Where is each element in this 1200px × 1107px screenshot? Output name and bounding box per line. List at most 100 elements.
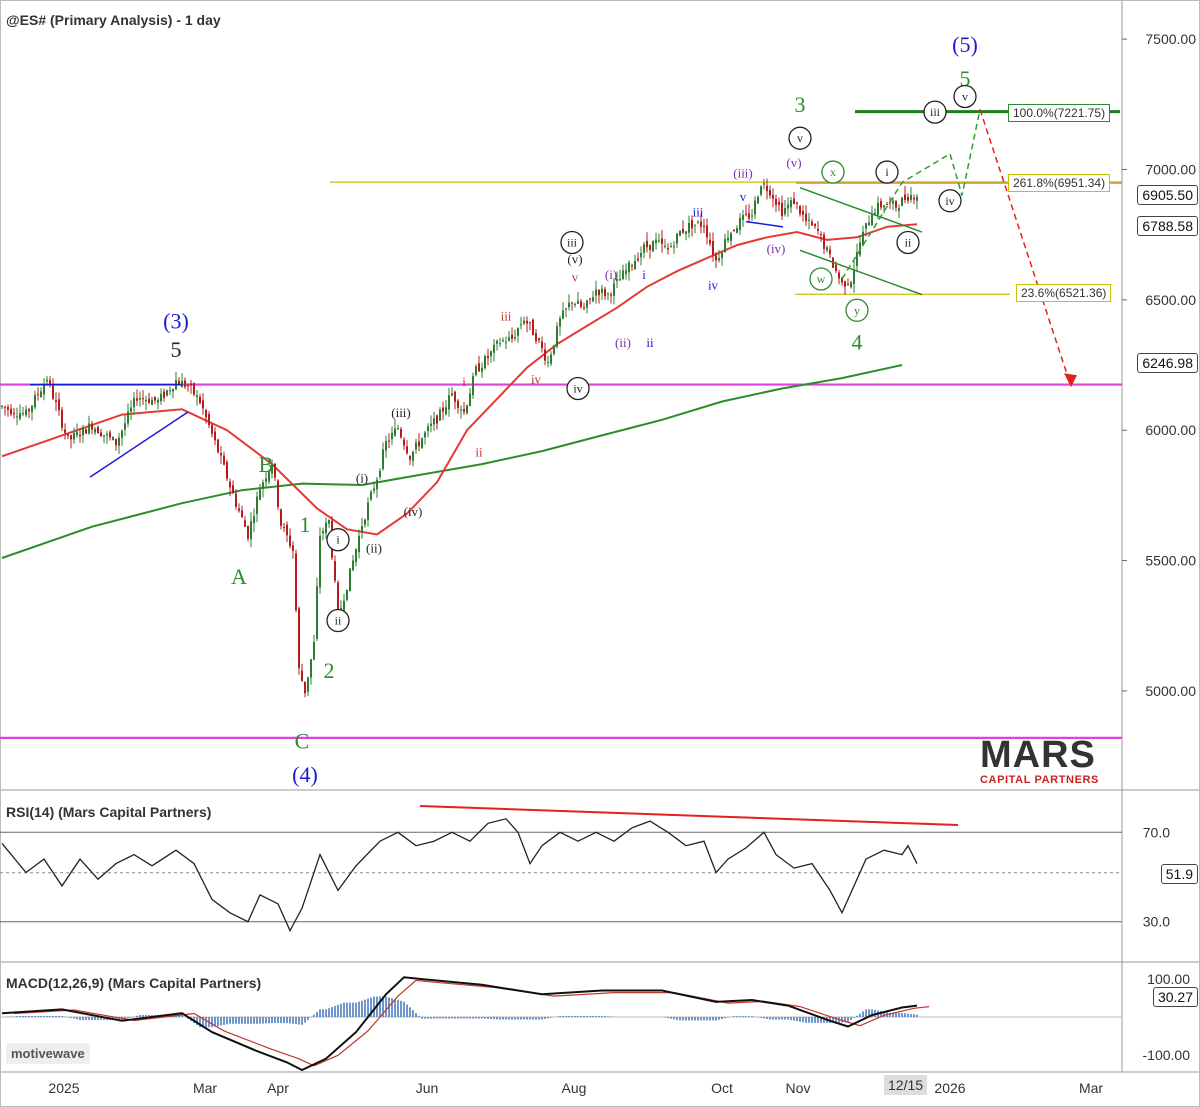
channel-upper <box>799 187 923 233</box>
macd-histogram-bar <box>145 1014 147 1017</box>
candle-body <box>430 423 432 426</box>
wave-label: 2 <box>324 658 335 683</box>
macd-histogram-bar <box>265 1017 267 1024</box>
macd-histogram-bar <box>505 1017 507 1020</box>
candle-body <box>901 197 903 206</box>
candle-body <box>871 214 873 226</box>
candle-body <box>193 383 195 395</box>
candle-body <box>724 239 726 253</box>
candle-body <box>361 526 363 533</box>
macd-histogram-bar <box>751 1016 753 1017</box>
candle-body <box>427 426 429 432</box>
candle-body <box>184 380 186 387</box>
candle-body <box>637 258 639 261</box>
candle-body <box>301 670 303 681</box>
candle-body <box>262 482 264 489</box>
candle-body <box>13 412 15 415</box>
candle-body <box>532 319 534 336</box>
macd-histogram-bar <box>199 1017 201 1028</box>
macd-histogram-bar <box>910 1013 912 1017</box>
macd-histogram-bar <box>853 1017 855 1018</box>
candle-body <box>178 380 180 385</box>
candle-body <box>400 429 402 438</box>
macd-histogram-bar <box>475 1017 477 1019</box>
candle-body <box>829 249 831 255</box>
macd-histogram-bar <box>28 1015 30 1017</box>
wave-label: (iv) <box>767 241 786 256</box>
wave-label: C <box>295 728 310 753</box>
circled-wave-label: w <box>817 272 826 286</box>
macd-histogram-bar <box>733 1016 735 1017</box>
candle-body <box>370 491 372 500</box>
candle-body <box>223 455 225 465</box>
macd-histogram-bar <box>502 1017 504 1020</box>
macd-histogram-bar <box>778 1017 780 1020</box>
macd-histogram-bar <box>325 1009 327 1017</box>
candle-body <box>100 432 102 437</box>
candle-body <box>451 393 453 396</box>
wave-label: (v) <box>786 155 801 170</box>
chart-title: @ES# (Primary Analysis) - 1 day <box>6 12 221 28</box>
candle-body <box>139 398 141 400</box>
macd-histogram-bar <box>493 1017 495 1020</box>
candle-body <box>589 298 591 300</box>
candle-body <box>457 400 459 409</box>
macd-histogram-bar <box>223 1017 225 1025</box>
macd-histogram-bar <box>559 1015 561 1017</box>
candle-body <box>508 337 510 341</box>
macd-histogram-bar <box>736 1016 738 1017</box>
macd-histogram-bar <box>313 1014 315 1017</box>
macd-histogram-bar <box>727 1017 729 1018</box>
macd-histogram-bar <box>868 1009 870 1017</box>
macd-histogram-bar <box>355 1002 357 1017</box>
macd-histogram-bar <box>508 1017 510 1020</box>
candle-body <box>526 320 528 324</box>
macd-histogram-bar <box>841 1017 843 1023</box>
candle-body <box>169 390 171 392</box>
macd-histogram-bar <box>124 1017 126 1020</box>
candle-body <box>268 470 270 482</box>
circled-wave-marker <box>875 160 899 184</box>
macd-tick-label: -100.00 <box>1143 1047 1191 1063</box>
candle-body <box>49 380 51 384</box>
candle-body <box>895 201 897 208</box>
candle-body <box>325 522 327 534</box>
macd-histogram-bar <box>529 1017 531 1020</box>
candle-body <box>469 393 471 407</box>
candle-body <box>811 221 813 226</box>
candle-body <box>40 391 42 398</box>
candle-body <box>127 411 129 424</box>
candle-body <box>424 432 426 438</box>
macd-histogram-bar <box>862 1011 864 1017</box>
candle-body <box>229 481 231 488</box>
candle-body <box>688 222 690 233</box>
macd-histogram-bar <box>13 1016 15 1017</box>
candle-body <box>391 432 393 440</box>
candle-body <box>760 186 762 195</box>
macd-histogram-bar <box>916 1014 918 1017</box>
macd-histogram-bar <box>688 1017 690 1021</box>
macd-histogram-bar <box>907 1013 909 1017</box>
candle-body <box>1 406 3 408</box>
candle-body <box>247 526 249 539</box>
candle-body <box>883 205 885 208</box>
candle-body <box>820 234 822 236</box>
candle-body <box>763 183 765 185</box>
macd-histogram-bar <box>31 1015 33 1017</box>
candle-body <box>445 407 447 415</box>
candle-body <box>232 485 234 494</box>
macd-histogram-bar <box>718 1017 720 1020</box>
macd-histogram-bar <box>343 1002 345 1017</box>
macd-histogram-bar <box>235 1017 237 1024</box>
macd-histogram-bar <box>484 1017 486 1019</box>
candle-body <box>910 195 912 200</box>
macd-histogram-bar <box>601 1015 603 1017</box>
candle-body <box>16 416 18 418</box>
macd-histogram-bar <box>562 1015 564 1017</box>
candle-body <box>286 524 288 536</box>
candle-body <box>805 213 807 221</box>
macd-histogram-bar <box>454 1017 456 1019</box>
macd-histogram-bar <box>22 1015 24 1017</box>
circled-wave-label: ii <box>905 235 912 249</box>
